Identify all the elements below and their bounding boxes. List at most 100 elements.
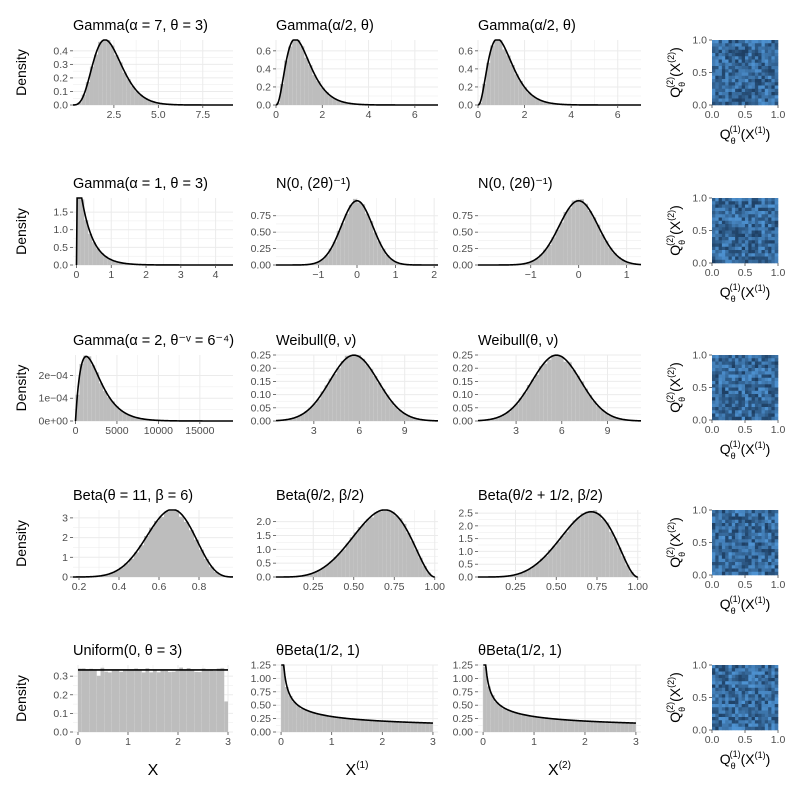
heatmap-cell <box>718 217 723 222</box>
heatmap-cell <box>715 687 719 692</box>
histogram-bar <box>596 224 601 265</box>
heatmap-cell <box>761 726 766 731</box>
heatmap-cell <box>754 513 759 517</box>
heatmap-cell <box>758 368 762 372</box>
heatmap-cell <box>735 374 739 379</box>
heatmap-cell <box>768 710 772 715</box>
heatmap-cell <box>738 240 742 244</box>
heatmap-cell <box>718 403 723 408</box>
heatmap-cell <box>745 526 749 530</box>
heatmap-cell <box>728 697 733 702</box>
heatmap-x-label-part: (1) <box>730 439 741 449</box>
heatmap-cell <box>735 364 739 369</box>
heatmap-cell <box>725 665 729 669</box>
heatmap-cell <box>728 46 733 51</box>
heatmap-cell <box>771 253 775 257</box>
heatmap-cell <box>768 671 772 676</box>
heatmap-cell <box>748 529 752 534</box>
heatmap-cell <box>735 72 739 77</box>
heatmap-cell <box>728 694 733 698</box>
heatmap-cell <box>721 710 726 715</box>
heatmap-cell <box>731 92 736 96</box>
heatmap-cell <box>771 403 775 408</box>
heatmap-cell <box>712 717 716 721</box>
heatmap-cell <box>718 410 723 414</box>
x-tick-label: 0.75 <box>384 581 405 593</box>
heatmap-cell <box>745 407 749 411</box>
heatmap-cell <box>725 101 729 106</box>
heatmap-cell <box>751 710 756 715</box>
heatmap-cell <box>741 710 746 715</box>
histogram-bar <box>563 211 568 265</box>
panel-title: Gamma(α = 7, θ = 3) <box>73 18 208 34</box>
heatmap-cell <box>728 416 733 421</box>
heatmap-cell <box>761 539 766 543</box>
histogram-bar <box>413 722 418 732</box>
heatmap-cell <box>718 259 723 264</box>
heatmap-cell <box>745 687 749 692</box>
heatmap-cell <box>718 101 723 106</box>
heatmap-cell <box>721 558 726 563</box>
heatmap-cell <box>761 571 766 576</box>
histogram-bar <box>490 45 495 105</box>
heatmap-cell <box>731 717 736 721</box>
heatmap-cell <box>721 233 726 238</box>
heatmap-cell <box>748 697 752 702</box>
heatmap-cell <box>761 668 766 672</box>
heatmap-cell <box>718 204 723 209</box>
heatmap-cell <box>712 201 716 205</box>
heatmap-cell <box>774 82 779 86</box>
heatmap-cell <box>774 384 779 388</box>
heatmap-cell <box>718 529 723 534</box>
heatmap-cell <box>741 43 746 47</box>
heatmap-cell <box>748 361 752 366</box>
heatmap-x-label-part: (1) <box>755 125 766 135</box>
heatmap-cell <box>728 710 733 715</box>
heatmap-cell <box>721 46 726 51</box>
heatmap-cell <box>748 101 752 106</box>
heatmap-cell <box>751 95 756 99</box>
heatmap-cell <box>745 355 749 359</box>
heatmap-cell <box>751 403 756 408</box>
heatmap-cell <box>728 207 733 212</box>
heatmap-cell <box>721 371 726 375</box>
x-tick-label: 2 <box>431 269 437 281</box>
heatmap-cell <box>758 62 762 67</box>
heatmap-cell <box>725 220 729 225</box>
heatmap-cell <box>728 565 733 569</box>
heatmap-cell <box>764 98 769 103</box>
heatmap-cell <box>725 568 729 573</box>
heatmap-cell <box>738 413 742 418</box>
histogram-bar <box>377 382 382 421</box>
histogram-bar <box>417 419 422 421</box>
heatmap-cell <box>754 529 759 534</box>
heatmap-cell <box>718 720 723 724</box>
heatmap-cell <box>751 243 756 248</box>
histogram-bar <box>143 97 148 105</box>
heatmap-cell <box>725 539 729 543</box>
heatmap-cell <box>761 717 766 721</box>
heatmap-cell <box>768 568 772 573</box>
heatmap-cell <box>721 717 726 721</box>
heatmap-cell <box>715 678 719 682</box>
heatmap-y-label: Qθ(2)(X(2)) <box>665 672 687 723</box>
histogram-bar <box>296 40 301 105</box>
heatmap-cell <box>748 85 752 90</box>
heatmap-cell <box>764 707 769 711</box>
histogram-bar <box>205 670 210 732</box>
heatmap-cell <box>721 220 726 225</box>
heatmap-cell <box>768 403 772 408</box>
histogram-bar <box>360 720 365 732</box>
heatmap-cell <box>748 214 752 218</box>
heatmap-cell <box>745 678 749 682</box>
heatmap-x-label: Qθ(1)(X(1)) <box>720 124 771 146</box>
heatmap-cell <box>715 101 719 106</box>
heatmap-cell <box>721 694 726 698</box>
heatmap-cell <box>731 720 736 724</box>
histogram-bar <box>536 716 541 732</box>
heatmap-cell <box>748 704 752 708</box>
heatmap-cell <box>738 665 742 669</box>
heatmap-cell <box>725 516 729 521</box>
heatmap-cell <box>771 62 775 67</box>
histogram-bar <box>402 523 407 577</box>
